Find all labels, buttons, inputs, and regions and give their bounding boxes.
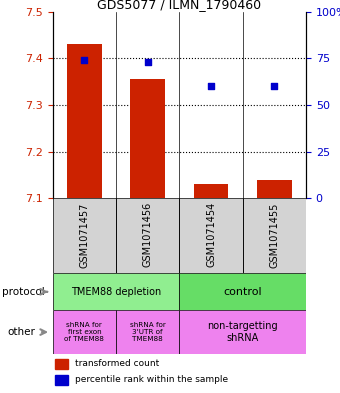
Point (82, 57, 87, 63)
Bar (180, 273, 306, 310)
Bar (180, 310, 306, 354)
Text: control: control (223, 287, 262, 297)
Text: GSM1071456: GSM1071456 (143, 202, 153, 268)
Bar (53, 273, 180, 310)
Text: shRNA for
3'UTR of
TMEM88: shRNA for 3'UTR of TMEM88 (130, 322, 166, 342)
Point (272, 83, 277, 90)
Bar (55, 375, 68, 385)
Text: TMEM88 depletion: TMEM88 depletion (71, 287, 161, 297)
Bar (257, 180, 292, 198)
Bar (193, 184, 228, 198)
Bar (53, 310, 116, 354)
Text: GSM1071454: GSM1071454 (206, 202, 216, 268)
Text: percentile rank within the sample: percentile rank within the sample (75, 375, 228, 384)
Text: other: other (7, 327, 35, 337)
Text: shRNA for
first exon
of TMEM88: shRNA for first exon of TMEM88 (64, 322, 104, 342)
Bar (67, 44, 102, 198)
Bar (180, 198, 243, 273)
Bar (55, 359, 68, 369)
Point (145, 59, 150, 65)
Point (208, 83, 214, 90)
Title: GDS5077 / ILMN_1790460: GDS5077 / ILMN_1790460 (97, 0, 261, 11)
Text: GSM1071457: GSM1071457 (79, 202, 89, 268)
Bar (116, 310, 180, 354)
Text: non-targetting
shRNA: non-targetting shRNA (207, 321, 278, 343)
Bar (130, 79, 165, 198)
Bar (243, 198, 306, 273)
Text: transformed count: transformed count (75, 359, 160, 368)
Bar (53, 198, 116, 273)
Bar (116, 198, 180, 273)
Text: protocol: protocol (2, 287, 45, 297)
Text: GSM1071455: GSM1071455 (269, 202, 279, 268)
